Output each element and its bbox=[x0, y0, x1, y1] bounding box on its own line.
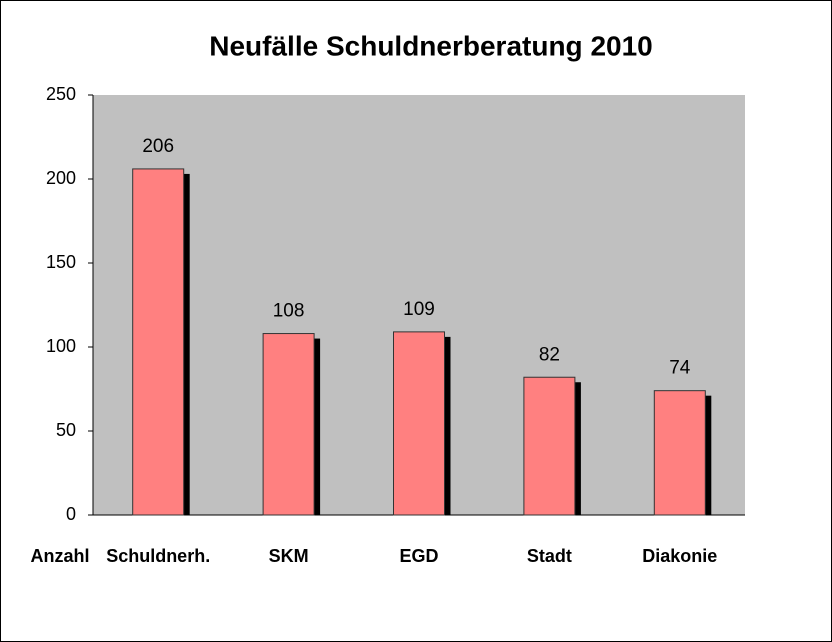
x-tick-label: EGD bbox=[399, 546, 438, 566]
value-label: 206 bbox=[142, 136, 174, 157]
x-tick-label: Schuldnerh. bbox=[106, 546, 210, 566]
bar bbox=[132, 168, 185, 516]
y-tick-label: 50 bbox=[56, 420, 76, 440]
value-label: 74 bbox=[669, 358, 691, 379]
x-tick-label: SKM bbox=[269, 546, 309, 566]
bar bbox=[523, 376, 576, 516]
y-tick-label: 250 bbox=[46, 84, 76, 104]
y-tick-label: 100 bbox=[46, 336, 76, 356]
y-tick-label: 150 bbox=[46, 252, 76, 272]
x-tick-label: Stadt bbox=[527, 546, 572, 566]
bar bbox=[393, 331, 445, 516]
value-label: 82 bbox=[539, 344, 560, 365]
y-tick-label: 200 bbox=[46, 168, 76, 188]
bar bbox=[262, 333, 315, 516]
bar bbox=[653, 390, 706, 516]
y-tick-label: 0 bbox=[66, 504, 76, 524]
x-tick-label: Diakonie bbox=[642, 546, 717, 566]
value-label: 108 bbox=[273, 301, 305, 322]
chart-title: Neufälle Schuldnerberatung 2010 bbox=[209, 30, 652, 61]
value-label: 109 bbox=[403, 299, 435, 320]
x-axis-label: Anzahl bbox=[30, 546, 89, 566]
